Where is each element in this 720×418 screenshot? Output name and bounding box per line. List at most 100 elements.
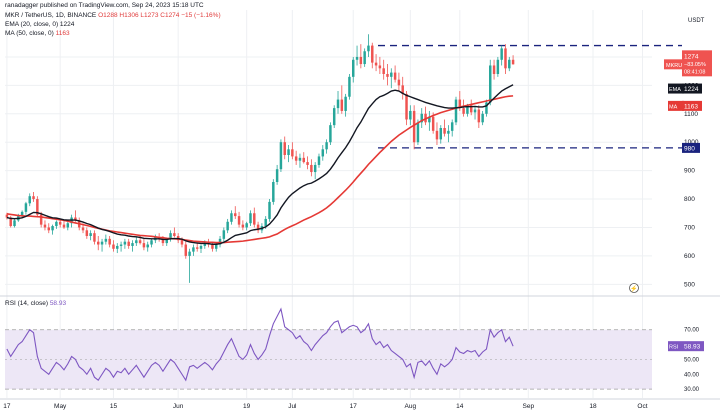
price-tick-label-800: 800: [684, 196, 695, 203]
candle-body: [287, 149, 290, 155]
rsi-tag-name: RSI: [669, 345, 679, 351]
candle-body: [93, 233, 96, 242]
price-tag-value: 1274: [684, 53, 699, 60]
candle-body: [329, 125, 332, 143]
x-tick-label-0: 17: [3, 403, 11, 410]
candle-body: [481, 113, 484, 123]
candle-body: [161, 238, 165, 244]
candle-body: [173, 233, 176, 236]
candle-body: [359, 56, 363, 65]
candle-body: [412, 110, 416, 143]
ema-line: [6, 84, 514, 245]
rsi-legend-label: RSI (14, close): [5, 300, 48, 307]
candle-body: [431, 116, 435, 131]
candle-body: [211, 244, 214, 249]
candle-body: [477, 109, 481, 123]
candle-body: [150, 240, 153, 245]
candle-body: [9, 217, 12, 227]
candle-body: [192, 247, 195, 252]
price-tag-countdown: 08:41:08: [684, 69, 705, 75]
candle-body: [367, 45, 370, 52]
candle-body: [13, 220, 16, 227]
price-tag-name: EMA: [669, 87, 681, 93]
candle-body: [24, 203, 28, 212]
price-tick-label-1000: 1000: [684, 139, 699, 146]
candle-body: [443, 128, 446, 134]
candle-body: [222, 230, 226, 239]
x-tick-label-2: 15: [110, 403, 118, 410]
candle-body: [462, 108, 465, 114]
candle-body: [382, 68, 385, 74]
x-tick-label-9: Sep: [523, 403, 535, 410]
candle-body: [374, 62, 378, 66]
price-tick-label-1100: 1100: [684, 111, 698, 118]
price-tag-mkrusdt: MKRUSDT 1274 −83.05%08:41:08: [664, 50, 712, 77]
candle-body: [348, 76, 351, 97]
candle-body: [321, 149, 325, 157]
price-tick-label-500: 500: [684, 281, 695, 288]
candle-body: [199, 245, 203, 249]
candle-body: [416, 122, 420, 143]
ma-line: [6, 95, 514, 244]
candle-body: [51, 226, 54, 231]
candle-body: [184, 244, 188, 256]
level-tag-bg-1: [682, 142, 700, 153]
ohlc-text: O1288 H1306 L1273 C1274 −15 (−1.16%): [98, 12, 221, 19]
candle-body: [108, 238, 111, 245]
candle-body: [180, 240, 184, 245]
rsi-tick-label-30: 30.00: [684, 387, 700, 393]
rsi-tag-value: 58.93: [684, 344, 701, 351]
rsi-line: [6, 307, 514, 382]
candle-body: [230, 213, 233, 222]
rsi-band: [5, 329, 652, 390]
candle-body: [310, 164, 313, 173]
candle-body: [85, 230, 89, 236]
price-tag-name-bg: [668, 100, 684, 111]
ema-legend[interactable]: EMA (20, close, 0) 1224: [5, 21, 74, 28]
candle-body: [119, 244, 123, 246]
x-tick-label-11: Oct: [637, 403, 647, 410]
candle-body: [203, 243, 207, 246]
candle-body: [256, 224, 260, 231]
event-marker-icon: [629, 283, 639, 293]
candle-body: [496, 59, 500, 74]
candle-body: [100, 241, 104, 245]
candle-body: [313, 164, 317, 173]
price-tick-label-700: 700: [684, 224, 695, 231]
candle-body: [195, 247, 199, 249]
candle-body: [245, 223, 248, 228]
candle-body: [43, 224, 47, 228]
candle-body: [371, 45, 374, 63]
x-tick-label-1: May: [54, 403, 67, 410]
candle-body: [218, 238, 222, 245]
candle-body: [62, 224, 66, 228]
rsi-tick-label-50: 50.00: [684, 357, 700, 363]
ma-legend-label: MA (50, close, 0): [5, 30, 54, 37]
candle-body: [32, 196, 35, 200]
candle-body: [116, 245, 119, 249]
price-tag-ma: MA 1163: [668, 100, 702, 111]
candle-body: [420, 113, 423, 123]
price-tick-label-900: 900: [684, 168, 695, 175]
candle-body: [226, 221, 229, 231]
candle-body: [234, 213, 237, 217]
candle-body: [511, 59, 515, 65]
candle-body: [268, 201, 271, 219]
ma-legend[interactable]: MA (50, close, 0) 1163: [5, 30, 70, 37]
candle-body: [135, 240, 138, 244]
candle-body: [489, 65, 492, 103]
price-tag-ema: EMA 1224: [668, 83, 702, 94]
candle-body: [325, 142, 328, 150]
candle-body: [298, 157, 302, 161]
candle-body: [336, 99, 340, 109]
candle-body: [317, 156, 321, 165]
candle-body: [302, 157, 305, 163]
rsi-legend[interactable]: RSI (14, close) 58.93: [5, 300, 66, 307]
candle-body: [485, 102, 488, 114]
candle-body: [214, 244, 218, 249]
candle-body: [138, 240, 142, 244]
candle-body: [188, 251, 191, 256]
attribution-text: ranadagger published on TradingView.com,…: [5, 2, 204, 9]
